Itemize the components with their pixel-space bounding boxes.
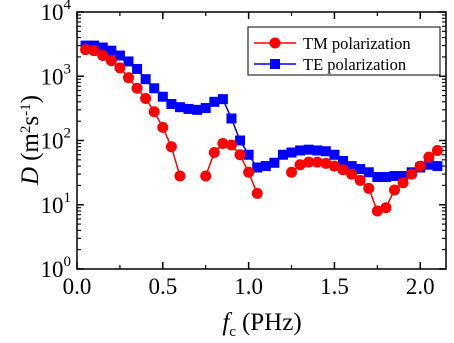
x-tick-label: 0.0 (63, 274, 92, 299)
data-point-tm (234, 149, 246, 161)
data-point-tm (88, 45, 100, 57)
data-point-tm (122, 72, 134, 84)
data-point-tm (225, 139, 237, 151)
data-point-te (355, 164, 366, 175)
x-axis-title: fc (PHz) (222, 309, 301, 340)
data-point-te (320, 146, 331, 157)
data-point-tm (80, 44, 92, 56)
data-point-te (235, 135, 246, 146)
data-point-te (338, 155, 349, 166)
data-point-tm (320, 157, 332, 169)
data-point-te (200, 103, 211, 114)
data-point-tm (380, 202, 392, 214)
data-point-tm (251, 187, 263, 199)
data-point-tm (423, 151, 435, 163)
data-point-te (209, 96, 220, 107)
data-point-te (329, 149, 340, 160)
data-point-te (97, 42, 108, 53)
data-point-te (243, 149, 254, 160)
data-point-tm (157, 121, 169, 133)
data-point-te (166, 98, 177, 109)
tick-labels-layer: 0.0 0.5 1.0 1.5 2.0 100 101 102 103 104 (41, 0, 435, 299)
data-point-tm (131, 82, 143, 94)
series-tm (80, 44, 443, 217)
data-point-te (140, 74, 151, 85)
data-point-tm (337, 164, 349, 176)
data-point-te (114, 50, 125, 61)
data-point-tm (371, 205, 383, 217)
data-point-tm (174, 170, 186, 182)
data-point-tm (148, 106, 160, 118)
data-point-te (174, 102, 185, 113)
data-point-tm (328, 160, 340, 172)
legend-marker-te (270, 59, 280, 69)
data-point-tm (294, 159, 306, 171)
data-point-te (286, 147, 297, 158)
data-point-te (295, 145, 306, 156)
data-point-tm (140, 93, 152, 105)
data-point-te (346, 161, 357, 172)
y-tick-label: 103 (41, 61, 72, 89)
data-point-te (183, 103, 194, 114)
data-point-te (423, 159, 434, 170)
data-point-te (260, 161, 271, 172)
data-point-te (149, 83, 160, 94)
x-tick-label: 1.0 (234, 274, 263, 299)
legend-label-te: TE polarization (303, 55, 406, 74)
data-point-tm (354, 174, 366, 186)
data-point-tm (200, 170, 212, 182)
data-point-te (157, 91, 168, 102)
data-point-tm (431, 144, 443, 156)
data-point-te (312, 145, 323, 156)
y-axis-title: D(m2s-1) (17, 95, 44, 186)
data-point-tm (346, 168, 358, 180)
y-tick-label: 104 (41, 0, 72, 25)
data-point-te (398, 171, 409, 182)
data-point-tm (414, 160, 426, 172)
data-point-te (432, 161, 443, 172)
data-point-tm (97, 50, 109, 62)
data-point-tm (165, 141, 177, 153)
series-layer (80, 40, 443, 217)
data-point-te (252, 162, 263, 173)
legend: TM polarization TE polarization (247, 26, 441, 76)
data-point-tm (105, 55, 117, 67)
y-tick-label: 102 (41, 126, 72, 154)
x-tick-label: 1.5 (320, 274, 349, 299)
data-point-tm (303, 156, 315, 168)
data-point-tm (217, 137, 229, 149)
data-point-tm (397, 177, 409, 189)
data-point-te (217, 94, 228, 105)
data-point-te (277, 149, 288, 160)
legend-label-tm: TM polarization (303, 34, 411, 53)
data-point-te (132, 63, 143, 74)
ticks-layer (76, 11, 446, 270)
data-point-te (303, 144, 314, 155)
x-tick-label: 2.0 (406, 274, 435, 299)
legend-entry-tm: TM polarization (254, 34, 411, 53)
data-point-tm (406, 168, 418, 180)
data-point-te (372, 172, 383, 183)
data-point-te (226, 113, 237, 124)
data-point-tm (208, 147, 220, 159)
y-tick-label: 100 (41, 254, 72, 282)
x-tick-label: 0.5 (148, 274, 177, 299)
data-point-te (389, 171, 400, 182)
y-tick-label: 101 (41, 190, 72, 218)
data-point-te (380, 172, 391, 183)
data-point-tm (389, 184, 401, 196)
legend-marker-tm (269, 37, 281, 49)
data-point-tm (311, 156, 323, 168)
data-point-tm (114, 62, 126, 74)
data-point-tm (363, 182, 375, 194)
data-point-te (106, 45, 117, 56)
data-point-tm (286, 166, 298, 178)
data-point-te (123, 56, 134, 67)
data-point-tm (243, 166, 255, 178)
data-point-te (192, 104, 203, 115)
legend-entry-te: TE polarization (254, 55, 406, 74)
data-point-te (269, 157, 280, 168)
data-point-te (363, 167, 374, 178)
